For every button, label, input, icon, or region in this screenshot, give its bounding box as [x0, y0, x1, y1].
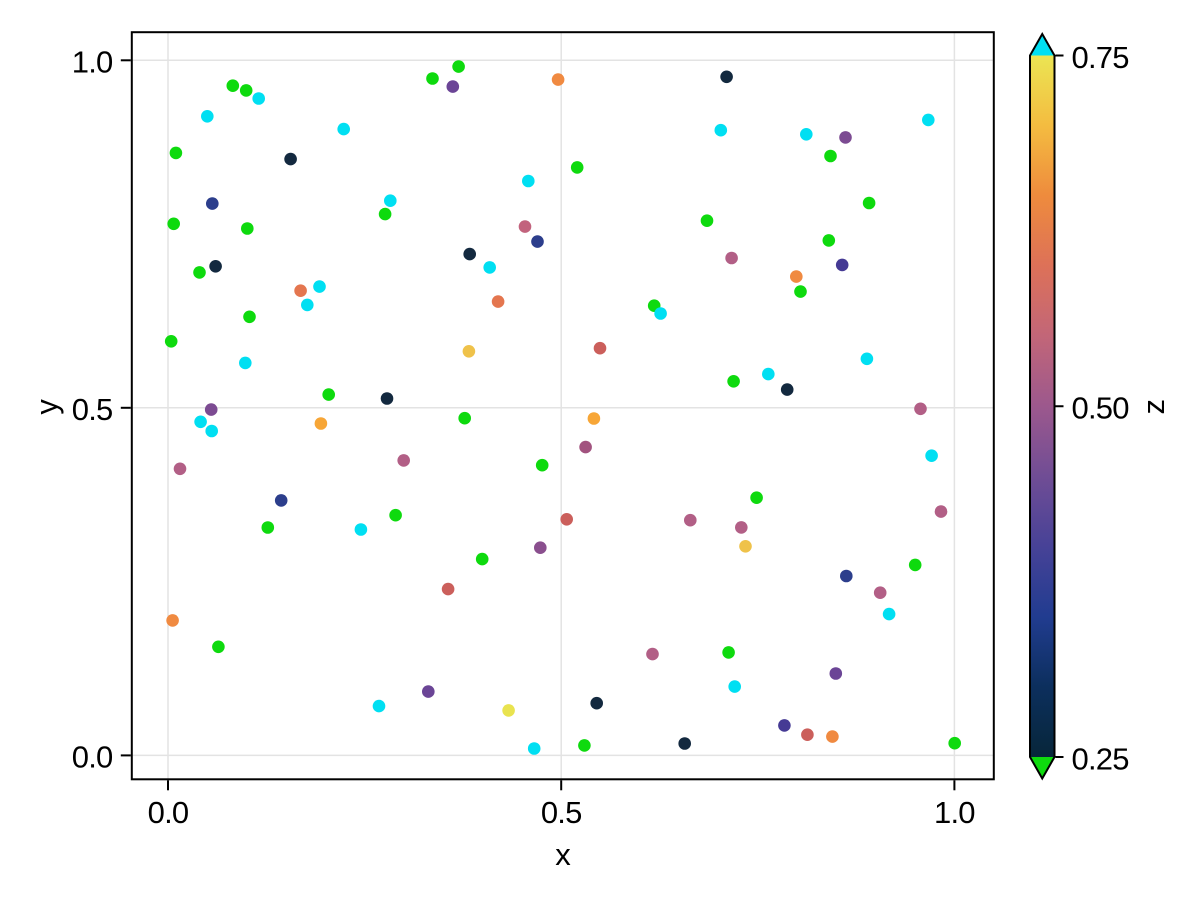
svg-text:0.0: 0.0 [72, 740, 113, 775]
svg-text:x: x [555, 837, 571, 872]
svg-text:0.25: 0.25 [1072, 741, 1129, 776]
svg-text:1.0: 1.0 [72, 45, 113, 80]
svg-text:y: y [29, 399, 64, 415]
svg-text:0.50: 0.50 [1072, 391, 1130, 426]
svg-text:0.0: 0.0 [148, 795, 189, 830]
svg-text:0.5: 0.5 [541, 795, 582, 830]
svg-text:1.0: 1.0 [934, 795, 975, 830]
svg-text:z: z [1136, 399, 1171, 415]
svg-text:0.5: 0.5 [72, 392, 113, 427]
svg-text:0.75: 0.75 [1072, 40, 1129, 75]
